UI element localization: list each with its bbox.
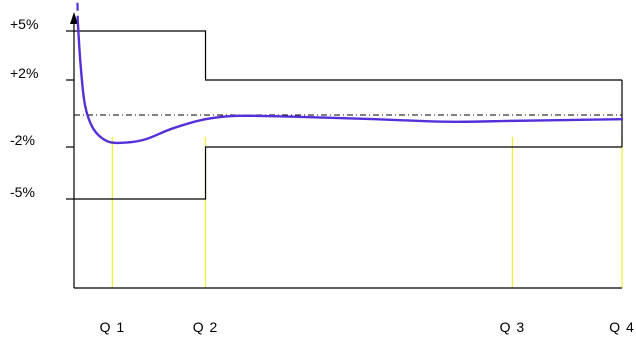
upper-tolerance-limit [74,30,622,81]
y-tick-label: -5% [10,184,35,200]
y-tick-label: -2% [10,132,35,148]
response-curve-start [76,0,79,23]
quarter-label: Q 4 [609,319,635,335]
quarter-label: Q 3 [500,319,526,335]
quarter-label: Q 1 [100,319,126,335]
quarter-label: Q 2 [193,319,219,335]
y-axis-arrow-icon [70,12,78,24]
y-tick-label: +2% [10,65,38,81]
y-tick-label: +5% [10,16,38,32]
response-curve [76,21,624,145]
lower-tolerance-limit [74,146,622,200]
